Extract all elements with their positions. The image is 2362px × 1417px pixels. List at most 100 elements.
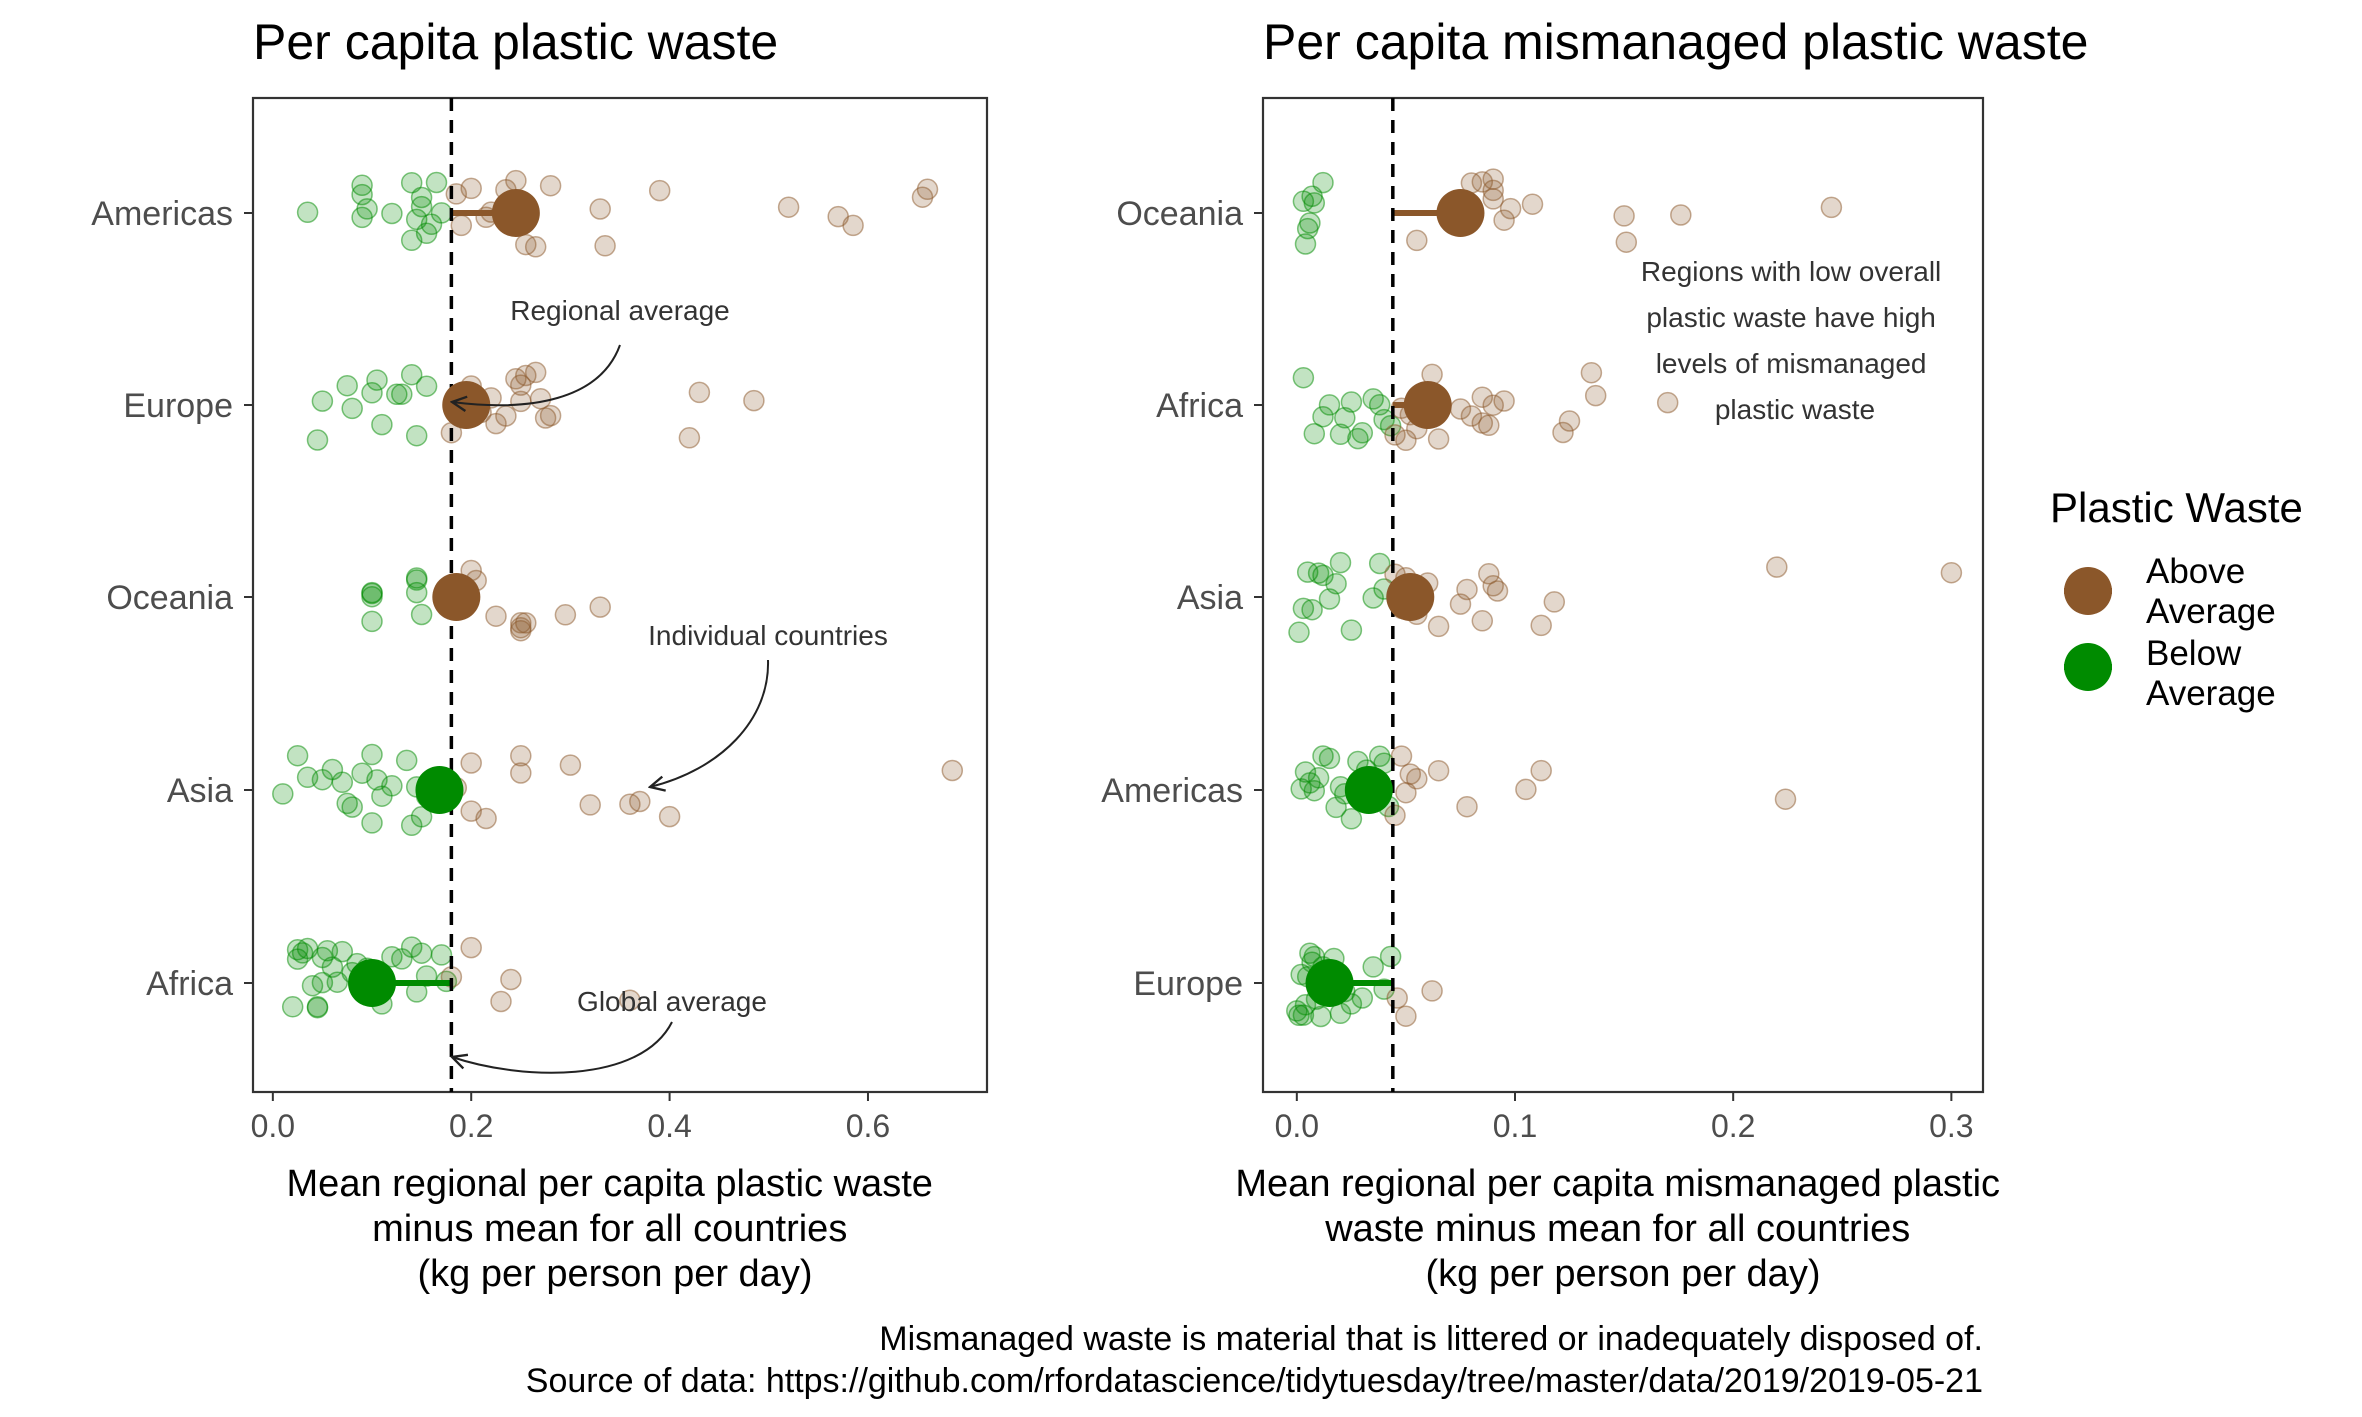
annotation-low-overall-line-1: Regions with low overall [1641,256,1941,287]
country-point-europe [510,374,532,396]
legend-label-above-line-2: Average [2146,592,2276,631]
country-point-europe [306,429,329,451]
left-x-axis-title-line-3: (kg per person per day) [418,1253,813,1295]
annotation-low-overall-line-2: plastic waste have high [1646,302,1936,333]
left-country-points [272,169,964,1019]
x-tick-label: 0.0 [251,1108,295,1144]
country-point-africa [410,942,433,964]
country-point-africa [490,990,512,1013]
country-point-africa [619,989,641,1011]
country-point-americas [1774,788,1797,810]
country-point-africa [1471,386,1494,408]
country-point-oceania [1482,179,1504,202]
country-point-oceania [405,567,428,589]
country-point-americas [1406,768,1428,790]
country-point-africa [1460,405,1483,427]
country-point-asia [361,812,383,834]
legend: Plastic Waste Above Average Below Averag… [2050,484,2303,713]
country-point-asia [272,783,294,805]
y-tick-label-africa: Africa [146,965,233,1003]
x-tick-label: 0.4 [647,1108,691,1144]
country-point-europe [361,382,383,404]
y-tick-label-asia: Asia [1177,579,1243,617]
country-point-europe [386,383,408,406]
country-point-europe [495,405,517,427]
country-point-europe [510,390,532,413]
y-tick-label-americas: Americas [91,195,233,233]
legend-label-below-line-1: Below [2146,634,2242,673]
country-point-asia [559,754,582,776]
country-point-asia [1486,580,1509,602]
country-point-oceania [1670,204,1692,226]
regional-mean-americas [1344,766,1393,814]
caption-line-2: Source of data: https://github.com/rford… [526,1362,1983,1400]
country-point-asia [658,805,681,828]
legend-label-above-line-1: Above [2146,552,2245,591]
country-point-oceania [1499,197,1522,220]
country-point-americas [1303,779,1326,802]
country-point-oceania [1303,192,1326,214]
country-point-africa [281,996,304,1018]
legend-key-below-dot [2064,643,2112,691]
country-point-europe [524,361,547,384]
y-tick-label-asia: Asia [167,772,233,810]
country-point-africa [1329,423,1352,446]
country-point-asia [1288,621,1310,644]
country-point-africa [331,940,354,963]
country-point-americas [1530,759,1552,782]
country-point-asia [286,744,309,767]
panel-right: Per capita mismanaged plastic waste Ocea… [1101,14,2088,1295]
country-point-europe [371,413,393,436]
annotation-individual-countries-arrow [650,659,770,787]
country-point-americas [505,169,527,192]
country-point-oceania [485,605,507,627]
country-point-americas [594,235,616,257]
country-point-asia [1368,552,1391,575]
country-point-americas [430,202,453,224]
x-tick-label: 0.2 [449,1108,493,1144]
country-point-africa [1312,405,1334,428]
regional-mean-asia [415,766,464,814]
country-point-asia [629,790,651,813]
caption: Mismanaged waste is material that is lit… [526,1320,1983,1400]
left-chart-title: Per capita plastic waste [253,14,778,70]
country-point-oceania [1312,171,1334,194]
annotation-low-overall-line-3: levels of mismanaged [1656,348,1927,379]
country-point-oceania [1493,209,1515,231]
country-point-asia [1478,563,1500,585]
left-regional-means [348,189,540,1007]
regional-mean-asia [1386,573,1435,621]
legend-key-above-dot [2064,567,2112,615]
country-point-europe [405,424,428,447]
annotation-global-average-arrow [452,1021,673,1074]
country-point-asia [941,759,964,782]
country-point-oceania [1615,231,1638,253]
country-point-africa [1373,408,1395,431]
country-point-asia [510,745,532,767]
country-point-americas [648,179,671,202]
country-point-asia [395,749,418,772]
country-point-oceania [410,603,433,626]
country-point-oceania [1820,196,1843,219]
country-point-americas [842,214,864,237]
country-point-americas [1340,808,1363,830]
country-point-asia [1362,587,1384,609]
country-point-asia [1530,614,1552,637]
country-point-europe [539,404,562,427]
panel-left: Per capita plastic waste Americas Europe O… [91,14,989,1295]
right-x-axis-title-line-1: Mean regional per capita mismanaged plas… [1235,1163,2000,1205]
regional-mean-africa [348,959,397,1007]
country-point-asia [1312,564,1334,587]
country-point-europe [1362,956,1384,978]
country-point-europe [400,363,423,386]
country-point-africa [1558,410,1581,432]
left-x-axis: 0.0 0.2 0.4 0.6 [251,1092,890,1144]
country-point-americas [381,202,403,225]
regional-mean-oceania [432,573,481,621]
country-point-africa [1482,394,1504,416]
country-point-asia [475,807,497,830]
country-point-africa [311,971,334,994]
country-point-asia [1940,561,1963,584]
country-point-europe [1294,994,1317,1016]
x-tick-label: 0.2 [1711,1108,1755,1144]
